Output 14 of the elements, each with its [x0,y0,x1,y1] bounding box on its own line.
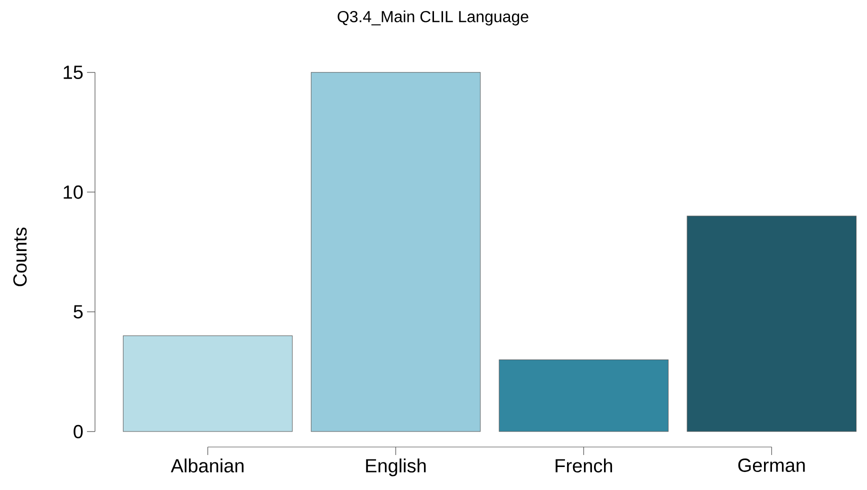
x-tick-label: French [556,458,612,472]
y-axis-title: Counts [13,228,27,286]
bar [686,216,856,432]
y-tick-label: 10 [64,185,83,199]
bar [498,359,669,432]
bar [122,336,293,432]
x-tick-label: German [738,458,805,472]
chart-title: Q3.4_Main CLIL Language [338,10,528,26]
y-tick-label: 0 [74,424,83,438]
y-tick-label: 5 [74,305,83,318]
bar [310,72,481,432]
x-tick-label: Albanian [170,458,244,472]
x-tick-label: English [366,458,426,476]
y-tick-label: 15 [64,66,83,80]
